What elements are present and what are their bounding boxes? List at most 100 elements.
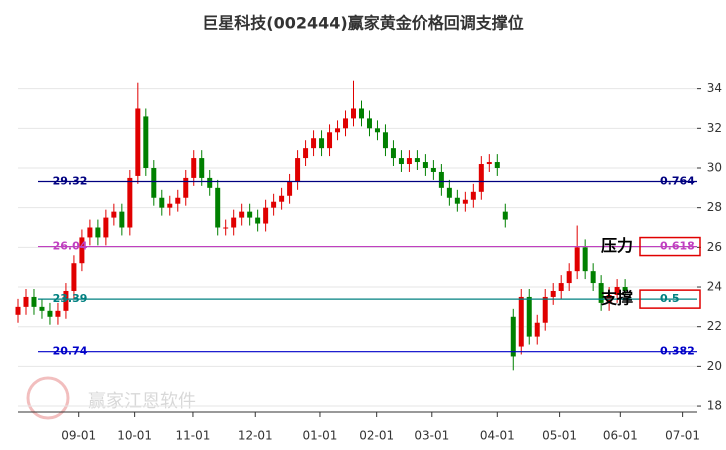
candle-body: [582, 247, 588, 272]
fib-price-label: 23.39: [53, 292, 88, 305]
fib-price-label: 26.04: [53, 240, 88, 253]
fib-ratio-label: 0.5: [660, 292, 680, 305]
candle-body: [239, 211, 245, 218]
candle-body: [143, 116, 149, 168]
candle-body: [335, 128, 341, 133]
candle-body: [231, 217, 237, 228]
candle-body: [351, 108, 357, 119]
candle-body: [558, 283, 564, 291]
candle-body: [71, 263, 77, 291]
candle-body: [111, 211, 117, 218]
candle-body: [159, 197, 165, 208]
candle-body: [422, 162, 428, 168]
candle-body: [271, 201, 277, 208]
candle-body: [295, 158, 301, 182]
candle-body: [87, 227, 93, 238]
candle-body: [135, 108, 141, 176]
candle-body: [119, 211, 125, 228]
fib-ratio-label: 0.764: [660, 174, 695, 187]
candle-body: [15, 306, 21, 315]
x-tick-label: 07-01: [665, 429, 700, 443]
candle-body: [534, 322, 540, 337]
candle-body: [183, 177, 189, 198]
candle-body: [438, 171, 444, 188]
candle-body: [518, 296, 524, 347]
candle-body: [614, 287, 620, 295]
watermark-text: 赢家江恩软件: [88, 390, 196, 412]
candle-body: [574, 247, 580, 272]
y-tick-label: 26: [707, 240, 722, 254]
candle-body: [175, 197, 181, 204]
candle-body: [79, 237, 85, 264]
candle-body: [470, 191, 476, 200]
candle-body: [127, 177, 133, 228]
fib-ratio-label: 0.618: [660, 240, 695, 253]
fib-highlight-box: [639, 289, 701, 309]
candle-body: [406, 158, 412, 165]
x-tick-label: 04-01: [480, 429, 515, 443]
candle-body: [215, 187, 221, 228]
candle-body: [398, 158, 404, 165]
candle-body: [478, 164, 484, 192]
candle-body: [207, 177, 213, 188]
candle-body: [103, 217, 109, 238]
candle-body: [255, 217, 261, 224]
x-tick-label: 06-01: [603, 429, 638, 443]
candle-body: [462, 199, 468, 204]
candle-body: [31, 296, 37, 307]
candle-body: [510, 316, 516, 357]
candle-body: [446, 187, 452, 198]
x-tick-label: 02-01: [359, 429, 394, 443]
candle-body: [303, 148, 309, 159]
candle-body: [151, 167, 157, 198]
candle-body: [319, 138, 325, 149]
candle-body: [63, 290, 69, 311]
candle-body: [414, 158, 420, 163]
candle-body: [566, 271, 572, 284]
candle-body: [622, 287, 628, 291]
candle-body: [47, 310, 53, 317]
candle-body: [343, 118, 349, 129]
candle-body: [494, 162, 500, 168]
watermark-logo: [26, 376, 70, 420]
y-tick-label: 18: [707, 399, 722, 413]
x-tick-label: 12-01: [238, 429, 273, 443]
candle-body: [327, 132, 333, 149]
candle-body: [590, 271, 596, 284]
candle-body: [167, 203, 173, 208]
candle-body: [430, 167, 436, 172]
candle-body: [39, 306, 45, 311]
candle-body: [486, 162, 492, 165]
y-tick-label: 24: [707, 280, 722, 294]
candle-body: [55, 310, 61, 317]
candle-body: [287, 181, 293, 196]
fib-highlight-box: [639, 236, 701, 257]
y-tick-label: 32: [707, 121, 722, 135]
y-tick-label: 22: [707, 319, 722, 333]
fib-price-label: 29.32: [53, 174, 88, 187]
candle-body: [191, 158, 197, 178]
candle-body: [374, 128, 380, 133]
candle-body: [366, 118, 372, 129]
candle-body: [382, 132, 388, 149]
candle-body: [550, 290, 556, 297]
candle-body: [199, 158, 205, 178]
candle-body: [542, 296, 548, 323]
x-tick-label: 10-01: [117, 429, 152, 443]
candle-body: [454, 197, 460, 204]
candle-body: [279, 195, 285, 202]
candle-body: [95, 227, 101, 238]
x-tick-label: 01-01: [303, 429, 338, 443]
fib-note: 支撑: [600, 289, 633, 308]
candle-body: [358, 108, 364, 119]
candle-body: [502, 211, 508, 220]
candle-body: [526, 296, 532, 337]
x-tick-label: 03-01: [414, 429, 449, 443]
fib-ratio-label: 0.382: [660, 345, 695, 358]
candle-body: [390, 148, 396, 159]
chart-title: 巨星科技(002444)赢家黄金价格回调支撑位: [202, 14, 523, 33]
candle-body: [247, 211, 253, 218]
x-tick-label: 05-01: [542, 429, 577, 443]
candle-body: [311, 138, 317, 149]
